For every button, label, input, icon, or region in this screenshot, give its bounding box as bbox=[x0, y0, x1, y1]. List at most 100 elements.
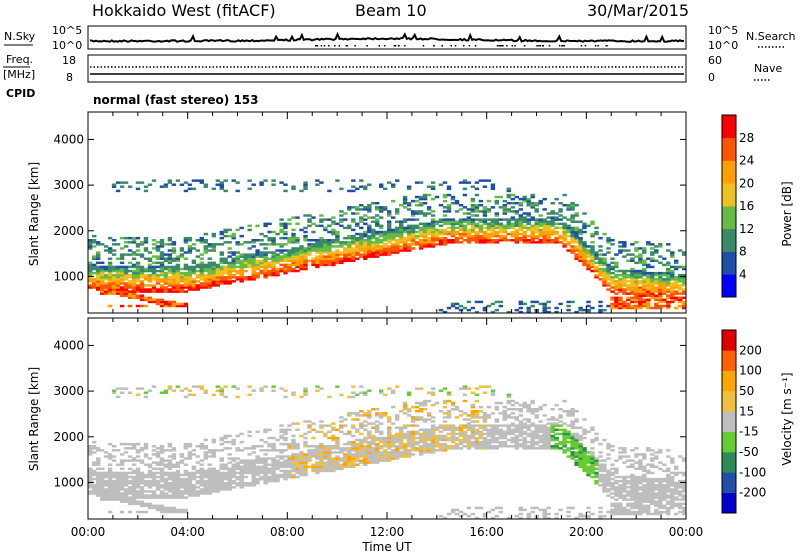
velocity-cell bbox=[159, 445, 165, 448]
power-cell bbox=[670, 265, 675, 269]
power-cell bbox=[299, 251, 304, 254]
power-cell bbox=[498, 304, 503, 308]
power-cell bbox=[311, 261, 316, 265]
power-cell bbox=[522, 197, 527, 201]
velocity-cell bbox=[562, 430, 567, 434]
velocity-cell bbox=[570, 414, 575, 417]
power-cell bbox=[646, 306, 651, 310]
velocity-cell bbox=[438, 445, 444, 448]
power-cell bbox=[195, 263, 200, 267]
velocity-cell bbox=[458, 428, 464, 432]
velocity-cell bbox=[111, 490, 117, 493]
power-cell bbox=[391, 199, 396, 203]
velocity-cell bbox=[203, 486, 208, 489]
power-cell bbox=[111, 280, 117, 283]
power-cell bbox=[630, 296, 635, 300]
power-cell bbox=[578, 253, 583, 256]
power-cell bbox=[586, 267, 591, 271]
power-cell bbox=[582, 308, 587, 312]
power-cell bbox=[147, 290, 153, 293]
velocity-cell bbox=[446, 426, 452, 429]
velocity-cell bbox=[227, 488, 232, 491]
power-cell bbox=[402, 202, 408, 205]
power-cell bbox=[359, 236, 364, 240]
velocity-cell bbox=[155, 455, 161, 458]
power-cell bbox=[283, 265, 288, 269]
power-cell bbox=[538, 202, 543, 205]
power-cell bbox=[339, 245, 344, 248]
power-cell bbox=[355, 257, 360, 260]
velocity-cell bbox=[534, 424, 539, 427]
velocity-cell bbox=[167, 484, 173, 487]
velocity-cell bbox=[470, 416, 476, 419]
velocity-cell bbox=[442, 442, 448, 446]
power-cell bbox=[470, 206, 476, 209]
velocity-cell bbox=[319, 463, 324, 466]
power-cell bbox=[399, 220, 404, 223]
power-cell bbox=[399, 224, 404, 228]
power-cell bbox=[123, 276, 129, 279]
velocity-cell bbox=[494, 506, 499, 510]
power-cell bbox=[682, 300, 687, 304]
velocity-cell bbox=[470, 436, 476, 440]
velocity-cell bbox=[211, 451, 216, 454]
power-cell bbox=[315, 245, 320, 248]
power-cell bbox=[391, 239, 396, 242]
power-cell bbox=[454, 306, 460, 310]
power-cell bbox=[514, 202, 519, 205]
power-cell bbox=[215, 284, 220, 287]
velocity-cell bbox=[402, 412, 408, 415]
power-cell bbox=[634, 255, 639, 258]
power-cell bbox=[634, 276, 639, 279]
velocity-cell bbox=[171, 486, 177, 489]
power-cell bbox=[195, 280, 200, 283]
velocity-cell bbox=[554, 432, 559, 436]
power-cell bbox=[606, 251, 611, 254]
velocity-cell bbox=[534, 416, 539, 419]
velocity-cell bbox=[291, 467, 296, 471]
velocity-cell bbox=[606, 484, 611, 487]
velocity-cell bbox=[482, 445, 488, 448]
beam-label: Beam 10 bbox=[355, 1, 427, 20]
velocity-cell bbox=[347, 455, 352, 458]
power-cell bbox=[347, 234, 352, 238]
power-cell bbox=[175, 302, 181, 306]
power-cell bbox=[602, 263, 607, 267]
velocity-cell bbox=[167, 471, 173, 475]
power-cell bbox=[355, 236, 360, 240]
velocity-cell bbox=[319, 387, 324, 390]
power-cell bbox=[303, 259, 308, 263]
velocity-cell bbox=[187, 484, 193, 487]
power-cell bbox=[570, 236, 575, 240]
velocity-cell bbox=[486, 430, 492, 434]
power-cell bbox=[538, 220, 543, 223]
power-cell bbox=[187, 265, 193, 269]
power-cell bbox=[155, 290, 161, 293]
power-cell bbox=[574, 245, 579, 248]
velocity-cell bbox=[331, 438, 336, 442]
power-cell bbox=[335, 179, 340, 182]
velocity-cell bbox=[183, 445, 189, 448]
velocity-cell bbox=[223, 436, 228, 440]
power-cell bbox=[299, 259, 304, 263]
velocity-cell bbox=[167, 510, 173, 514]
velocity-cell bbox=[147, 471, 153, 475]
power-cell bbox=[618, 269, 623, 273]
power-cell bbox=[482, 206, 488, 209]
power-cell bbox=[606, 241, 611, 244]
power-cell bbox=[259, 183, 264, 186]
velocity-cell bbox=[558, 414, 563, 417]
velocity-cell bbox=[295, 447, 300, 450]
velocity-cell bbox=[191, 484, 197, 487]
power-cell bbox=[650, 247, 655, 250]
velocity-cell bbox=[442, 434, 448, 438]
power-cell bbox=[135, 296, 141, 300]
power-cell bbox=[666, 302, 671, 306]
power-cell bbox=[267, 273, 272, 277]
power-cell bbox=[163, 290, 169, 293]
velocity-cell bbox=[438, 438, 444, 442]
power-cell bbox=[127, 265, 133, 269]
velocity-cell bbox=[275, 465, 280, 469]
velocity-cell bbox=[558, 408, 563, 411]
velocity-cell bbox=[191, 486, 197, 489]
